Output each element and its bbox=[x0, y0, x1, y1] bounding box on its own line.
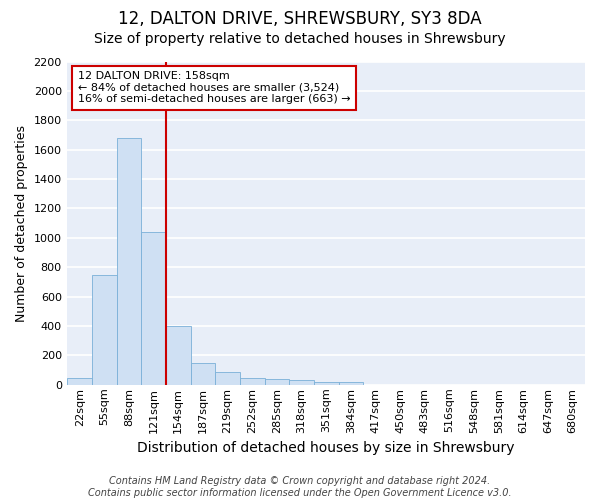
Bar bbox=[67, 378, 92, 385]
Bar bbox=[338, 382, 363, 385]
Bar bbox=[142, 232, 166, 385]
Bar bbox=[240, 378, 265, 385]
Bar bbox=[92, 274, 116, 385]
Bar bbox=[289, 380, 314, 385]
Text: Contains HM Land Registry data © Crown copyright and database right 2024.
Contai: Contains HM Land Registry data © Crown c… bbox=[88, 476, 512, 498]
Bar bbox=[191, 363, 215, 385]
Bar bbox=[215, 372, 240, 385]
Text: 12 DALTON DRIVE: 158sqm
← 84% of detached houses are smaller (3,524)
16% of semi: 12 DALTON DRIVE: 158sqm ← 84% of detache… bbox=[78, 71, 350, 104]
Bar bbox=[166, 326, 191, 385]
Bar bbox=[265, 379, 289, 385]
Bar bbox=[116, 138, 142, 385]
Text: Size of property relative to detached houses in Shrewsbury: Size of property relative to detached ho… bbox=[94, 32, 506, 46]
Y-axis label: Number of detached properties: Number of detached properties bbox=[15, 124, 28, 322]
Bar bbox=[314, 382, 338, 385]
Text: 12, DALTON DRIVE, SHREWSBURY, SY3 8DA: 12, DALTON DRIVE, SHREWSBURY, SY3 8DA bbox=[118, 10, 482, 28]
X-axis label: Distribution of detached houses by size in Shrewsbury: Distribution of detached houses by size … bbox=[137, 441, 515, 455]
